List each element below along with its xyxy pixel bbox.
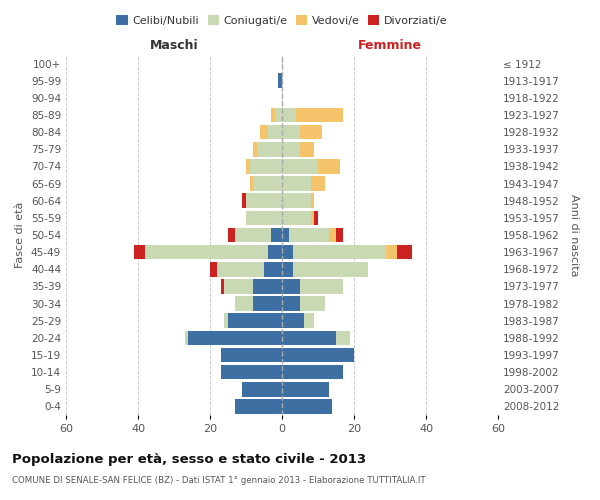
Bar [278, 74, 282, 88]
Bar [311, 210, 314, 225]
Bar [221, 348, 282, 362]
Bar [282, 365, 343, 380]
Legend: Celibi/Nubili, Coniugati/e, Vedovi/e, Divorziati/e: Celibi/Nubili, Coniugati/e, Vedovi/e, Di… [112, 10, 452, 30]
Bar [271, 228, 282, 242]
Bar [134, 245, 145, 260]
Text: Femmine: Femmine [358, 38, 422, 52]
Bar [311, 176, 325, 191]
Y-axis label: Anni di nascita: Anni di nascita [569, 194, 579, 276]
Bar [275, 108, 282, 122]
Bar [242, 194, 246, 208]
Bar [300, 125, 322, 140]
Bar [250, 159, 282, 174]
Text: Popolazione per età, sesso e stato civile - 2013: Popolazione per età, sesso e stato civil… [12, 452, 366, 466]
Bar [235, 399, 282, 413]
Bar [282, 210, 311, 225]
Bar [264, 262, 282, 276]
Bar [268, 245, 282, 260]
Bar [228, 314, 282, 328]
Bar [253, 296, 282, 311]
Y-axis label: Fasce di età: Fasce di età [16, 202, 25, 268]
Bar [210, 262, 217, 276]
Bar [282, 348, 354, 362]
Bar [282, 330, 336, 345]
Bar [282, 108, 296, 122]
Bar [282, 382, 329, 396]
Bar [314, 210, 318, 225]
Bar [329, 228, 336, 242]
Bar [246, 210, 282, 225]
Bar [268, 125, 282, 140]
Bar [386, 245, 397, 260]
Bar [253, 176, 282, 191]
Bar [336, 228, 343, 242]
Bar [318, 159, 340, 174]
Bar [282, 296, 300, 311]
Bar [289, 228, 329, 242]
Bar [300, 296, 325, 311]
Bar [224, 314, 228, 328]
Bar [304, 314, 314, 328]
Bar [300, 279, 343, 293]
Text: COMUNE DI SENALE-SAN FELICE (BZ) - Dati ISTAT 1° gennaio 2013 - Elaborazione TUT: COMUNE DI SENALE-SAN FELICE (BZ) - Dati … [12, 476, 425, 485]
Bar [282, 279, 300, 293]
Bar [282, 125, 300, 140]
Bar [397, 245, 412, 260]
Bar [221, 279, 224, 293]
Bar [311, 194, 314, 208]
Bar [282, 142, 300, 156]
Bar [260, 125, 268, 140]
Bar [296, 108, 343, 122]
Bar [282, 262, 293, 276]
Bar [188, 330, 282, 345]
Bar [235, 228, 271, 242]
Bar [228, 228, 235, 242]
Bar [221, 365, 282, 380]
Bar [282, 176, 311, 191]
Bar [185, 330, 188, 345]
Bar [145, 245, 268, 260]
Bar [253, 142, 257, 156]
Bar [271, 108, 275, 122]
Bar [282, 228, 289, 242]
Bar [246, 159, 250, 174]
Bar [282, 314, 304, 328]
Bar [217, 262, 264, 276]
Bar [293, 245, 386, 260]
Bar [253, 279, 282, 293]
Bar [242, 382, 282, 396]
Bar [300, 142, 314, 156]
Text: Maschi: Maschi [149, 38, 199, 52]
Bar [257, 142, 282, 156]
Bar [250, 176, 253, 191]
Bar [336, 330, 350, 345]
Bar [235, 296, 253, 311]
Bar [282, 194, 311, 208]
Bar [293, 262, 368, 276]
Bar [282, 159, 318, 174]
Bar [282, 245, 293, 260]
Bar [246, 194, 282, 208]
Bar [282, 399, 332, 413]
Bar [224, 279, 253, 293]
